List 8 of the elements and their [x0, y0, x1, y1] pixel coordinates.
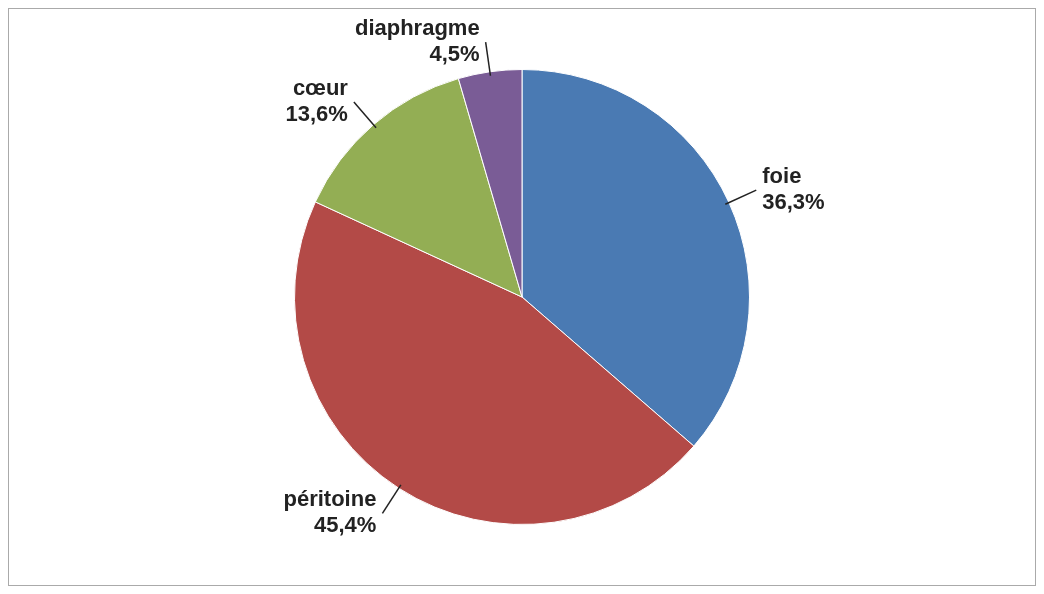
data-label: 4,5%: [429, 41, 480, 67]
slice-label: diaphragme: [354, 15, 480, 41]
slice-label: cœur: [292, 75, 349, 101]
data-label: 45,4%: [314, 512, 377, 538]
data-label: 13,6%: [285, 101, 348, 127]
slice-label: péritoine: [283, 486, 377, 512]
slice-label: foie: [762, 163, 802, 189]
data-label: 36,3%: [762, 189, 825, 215]
